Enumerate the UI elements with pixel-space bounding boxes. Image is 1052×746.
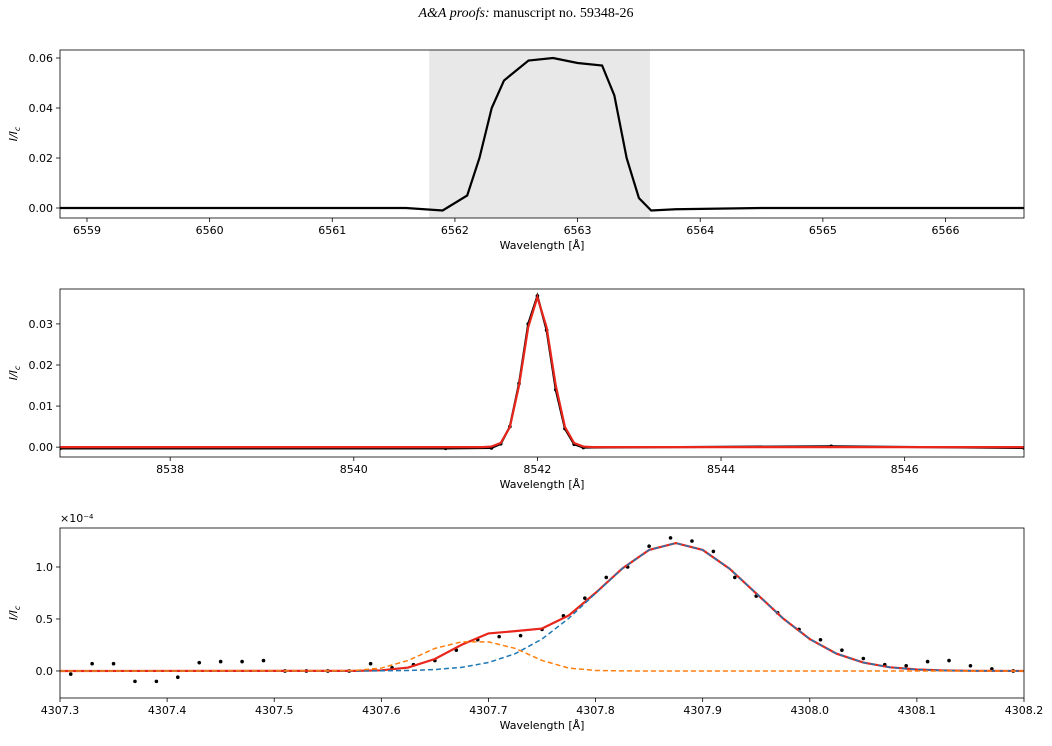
data-point <box>604 575 609 580</box>
x-tick-label: 6566 <box>932 224 960 237</box>
y-tick-label: 0.00 <box>29 202 54 215</box>
highlight-span <box>429 50 650 218</box>
data-point <box>690 539 694 543</box>
data-point <box>968 663 973 668</box>
plot-area <box>60 292 1024 451</box>
plot-frame <box>59 49 1025 219</box>
x-axis-label: Wavelength [Å] <box>500 719 585 732</box>
y-tick-label: 0.02 <box>29 152 54 165</box>
data-point <box>133 679 137 684</box>
data-point <box>733 575 737 580</box>
x-tick-label: 8538 <box>156 463 184 476</box>
data-point <box>668 536 673 540</box>
y-tick-label: 0.02 <box>29 359 54 372</box>
series-line <box>60 641 1024 672</box>
x-tick-label: 4308.2 <box>1005 704 1044 717</box>
y-axis-label-sub: c <box>13 365 22 370</box>
x-tick-label: 8540 <box>340 463 368 476</box>
y-tick-label: 1.0 <box>36 561 54 574</box>
plot-area <box>60 50 1024 218</box>
y-axis-label-main: I/I <box>7 370 20 380</box>
x-tick-label: 4307.3 <box>41 704 80 717</box>
journal: A&A proofs: <box>417 6 489 21</box>
data-point <box>176 675 180 680</box>
y-axis-label: I/Ic <box>7 126 22 141</box>
y-axis-label: I/Ic <box>7 365 22 380</box>
y-offset-label: ×10⁻⁴ <box>60 512 94 525</box>
data-point <box>111 661 116 666</box>
y-axis-label: I/Ic <box>7 605 22 620</box>
x-tick-label: 6559 <box>73 224 101 237</box>
x-tick-label: 4307.5 <box>255 704 294 717</box>
x-tick-label: 4308.1 <box>898 704 937 717</box>
data-point <box>240 659 244 664</box>
x-tick-label: 8544 <box>707 463 735 476</box>
x-tick-label: 6563 <box>564 224 592 237</box>
x-tick-label: 6560 <box>196 224 224 237</box>
y-tick-label: 0.01 <box>29 400 54 413</box>
y-axis-label-main: I/I <box>7 131 20 141</box>
data-point <box>261 658 266 663</box>
x-tick-label: 4307.6 <box>362 704 401 717</box>
series-line <box>60 541 1024 673</box>
x-tick-label: 4308.0 <box>791 704 830 717</box>
x-tick-label: 4307.8 <box>576 704 615 717</box>
x-tick-label: 4307.9 <box>683 704 722 717</box>
data-point <box>840 648 844 652</box>
manuscript: manuscript no. 59348-26 <box>493 6 633 21</box>
x-tick-label: 6562 <box>441 224 469 237</box>
y-tick-label: 0.0 <box>36 665 54 678</box>
data-point <box>497 634 501 639</box>
y-tick-label: 0.03 <box>29 318 54 331</box>
series-line <box>60 293 1024 449</box>
y-axis-label-sub: c <box>13 126 22 131</box>
page-header: A&A proofs: manuscript no. 59348-26 <box>417 6 633 21</box>
x-axis-label: Wavelength [Å] <box>500 239 585 252</box>
data-point <box>583 596 587 600</box>
data-point <box>90 661 94 666</box>
x-tick-label: 6561 <box>318 224 346 237</box>
y-axis-label-sub: c <box>13 605 22 610</box>
series-line <box>60 542 1024 672</box>
data-point <box>154 679 159 684</box>
x-tick-label: 4307.4 <box>148 704 187 717</box>
series-line <box>60 292 1024 450</box>
x-tick-label: 8546 <box>891 463 919 476</box>
data-point <box>711 549 716 554</box>
data-point <box>647 544 651 548</box>
data-point <box>368 661 373 666</box>
x-axis-label: Wavelength [Å] <box>500 478 585 491</box>
y-tick-label: 0.5 <box>36 613 54 626</box>
data-point <box>197 660 202 665</box>
x-tick-label: 4307.7 <box>469 704 508 717</box>
y-tick-label: 0.00 <box>29 441 54 454</box>
y-tick-label: 0.04 <box>29 102 54 115</box>
data-point <box>818 637 823 642</box>
x-tick-label: 6565 <box>809 224 837 237</box>
data-point <box>68 672 73 676</box>
data-point <box>218 659 223 664</box>
data-point <box>925 659 930 664</box>
data-point <box>861 656 866 661</box>
data-point <box>947 658 951 663</box>
series-line <box>60 56 1024 212</box>
y-tick-label: 0.06 <box>29 52 54 65</box>
x-tick-label: 6564 <box>686 224 714 237</box>
x-tick-label: 8542 <box>523 463 551 476</box>
plot-frame <box>59 527 1025 699</box>
data-point <box>518 633 523 638</box>
data-point <box>904 663 908 668</box>
plot-area <box>60 536 1024 684</box>
y-axis-label-main: I/I <box>7 610 20 620</box>
plot-frame <box>59 288 1025 458</box>
